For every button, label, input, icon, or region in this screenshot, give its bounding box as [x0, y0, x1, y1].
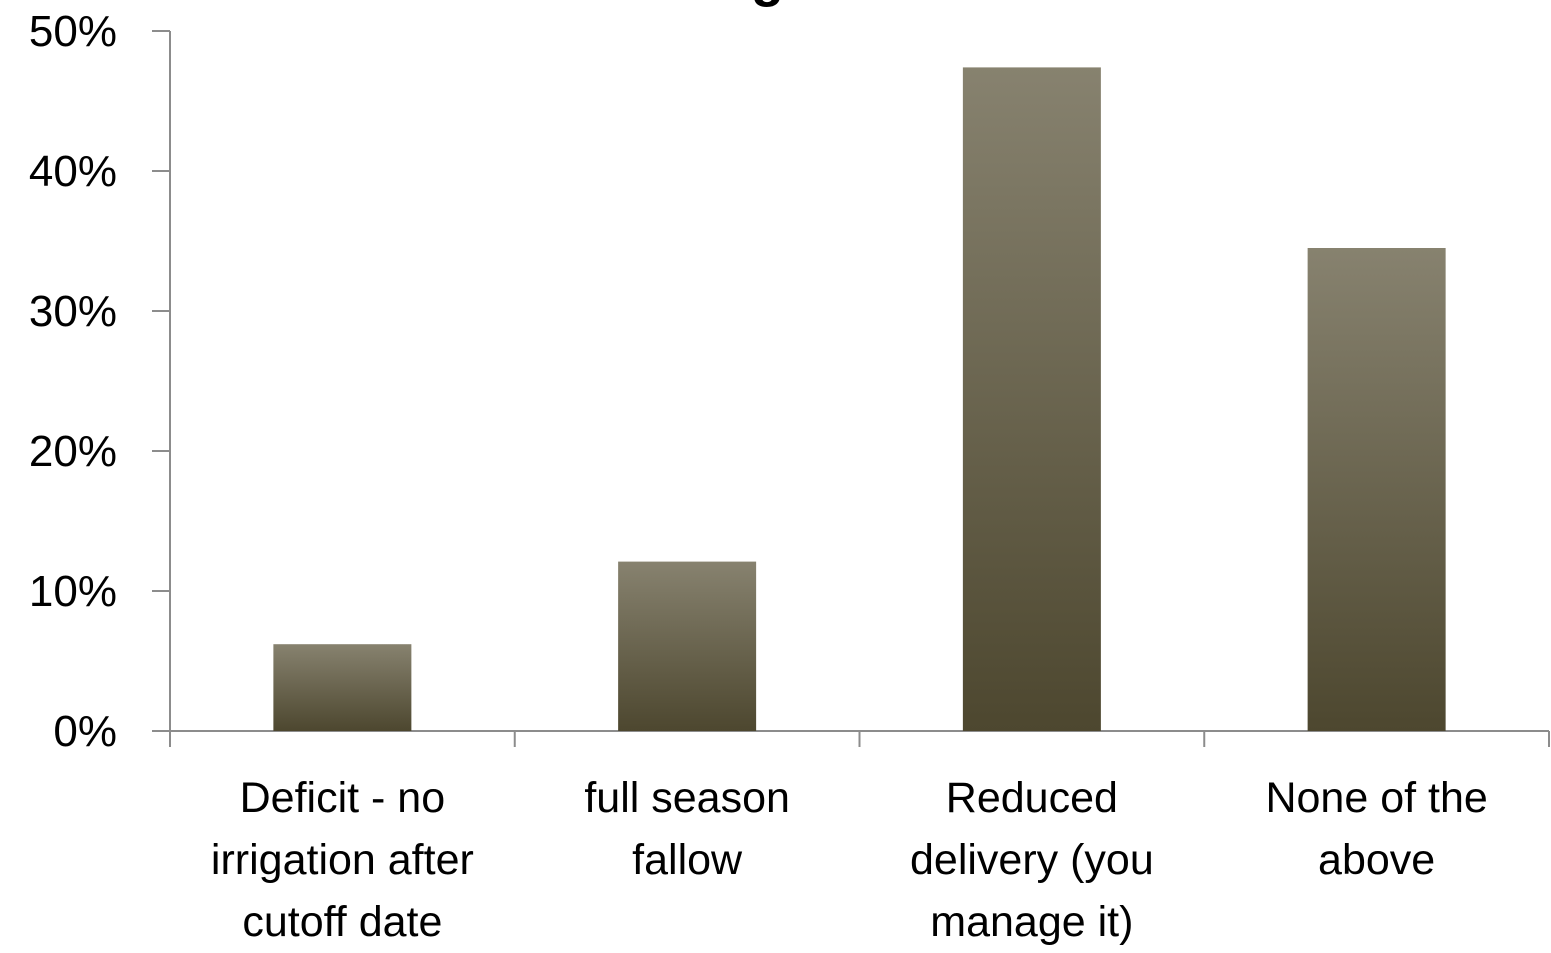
- x-tick-label-line: Reduced: [946, 774, 1118, 822]
- x-tick-label-line: delivery (you: [910, 836, 1154, 884]
- x-tick-label-line: None of the: [1265, 774, 1487, 822]
- bar: [618, 561, 757, 731]
- x-tick-label: Reduced delivery (you manage it): [910, 774, 1154, 946]
- x-tick-label: Deficit - no irrigation after cutoff date: [211, 774, 474, 946]
- y-tick-label: 50%: [29, 7, 117, 56]
- x-tick-label-line: Deficit - no: [240, 774, 446, 822]
- bar: [1307, 248, 1446, 731]
- bar: [962, 67, 1101, 731]
- x-tick-label: None of the above: [1265, 774, 1487, 884]
- chart-title: Arrangement: [607, 0, 943, 8]
- x-tick-label: full season fallow: [584, 774, 790, 884]
- y-tick-label: 40%: [29, 147, 117, 196]
- bar: [273, 644, 412, 731]
- plot-area: 0% 10% 20% 30% 40% 50% Deficit - no irrigation …: [29, 7, 1550, 946]
- x-tick-label-line: full season: [584, 774, 790, 822]
- x-tick-label-line: manage it): [930, 898, 1133, 946]
- x-tick-label-line: fallow: [632, 836, 743, 884]
- y-tick-label: 10%: [29, 567, 117, 616]
- y-tick-label: 20%: [29, 427, 117, 476]
- y-tick-label: 0%: [53, 707, 117, 756]
- x-tick-label-line: irrigation after: [211, 836, 474, 884]
- x-tick-label-line: above: [1318, 836, 1435, 884]
- x-tick-label-line: cutoff date: [242, 898, 442, 946]
- y-tick-label: 30%: [29, 287, 117, 336]
